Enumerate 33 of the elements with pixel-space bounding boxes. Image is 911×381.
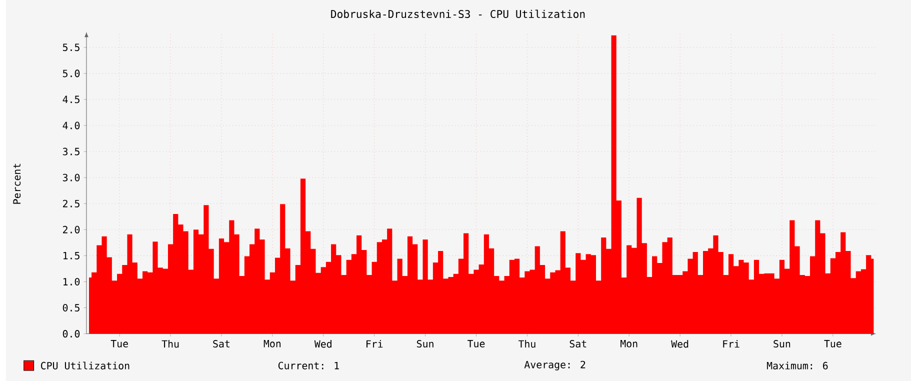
y-tick-label: 2.0 (63, 226, 80, 234)
text: Current: 1 (278, 362, 339, 370)
x-tick-label: Thu (162, 340, 179, 348)
y-tick-label: 2.5 (63, 200, 80, 208)
x-tick-label: Tue (110, 340, 128, 348)
x-tick-label: Tue (824, 340, 842, 348)
y-tick-label: 1.5 (63, 252, 80, 260)
x-tick-label: Thu (518, 340, 536, 348)
y-tick-label: 0.0 (62, 330, 80, 338)
x-tick-label: Tue (468, 340, 485, 348)
y-tick-label: 4.5 (62, 96, 80, 103)
x-tick-label: Sat (213, 340, 230, 348)
text: Average: 2 (524, 360, 586, 370)
y-axis-title: Percent (13, 164, 21, 204)
x-tick-label: Fri (723, 340, 740, 348)
y-tick-label: 3.5 (62, 148, 80, 156)
x-tick-label: Mon (620, 340, 638, 348)
text: Maximum: 6 (766, 362, 828, 370)
x-tick-label: Sun (416, 340, 434, 348)
x-tick-label: Wed (671, 340, 688, 348)
x-tick-label: Sun (774, 340, 790, 348)
y-tick-label: 3.0 (62, 174, 80, 182)
x-tick-label: Sat (570, 340, 586, 348)
y-tick-label: 1.0 (63, 278, 80, 286)
x-tick-label: Fri (366, 340, 383, 348)
legend-label: CPU Utilization (41, 361, 130, 370)
x-tick-label: Wed (314, 340, 332, 348)
y-tick-label: 5.5 (62, 43, 80, 51)
y-tick-label: 4.0 (62, 122, 80, 130)
x-tick-label: Mon (264, 340, 281, 348)
y-tick-label: 0.5 (62, 304, 80, 312)
y-tick-label: 5.0 (62, 69, 80, 77)
chart-title: Dobruska-Druzstevni-S3 - CPU Utilization (331, 10, 585, 18)
